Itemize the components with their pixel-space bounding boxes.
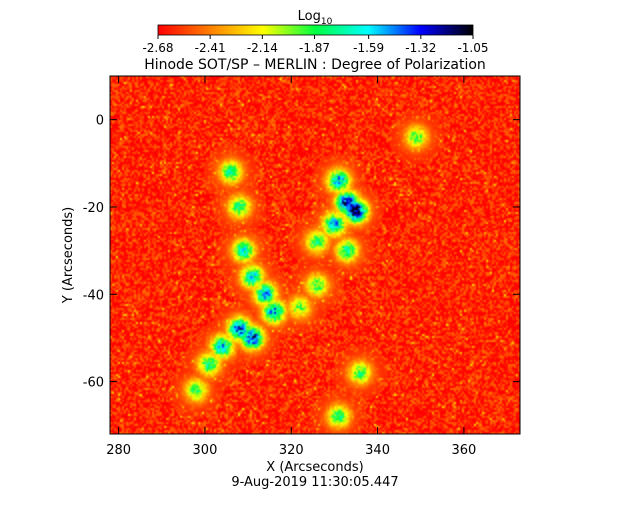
x-axis-label: X (Arcseconds) [266, 460, 363, 475]
x-tick-label: 300 [193, 443, 218, 458]
polarization-map [110, 76, 520, 434]
timestamp: 9-Aug-2019 11:30:05.447 [231, 475, 398, 490]
plot-frame [109, 75, 521, 435]
colorbar-tick-label: -1.87 [299, 41, 330, 55]
colorbar-tick-label: -2.14 [247, 41, 278, 55]
colorbar: Log10 -2.68 -2.41 -2.14 -1.87 -1.59 -1.32 -1.0… [142, 9, 488, 55]
colorbar-label-base: Log [298, 9, 321, 24]
y-axis-label: Y (Arcseconds) [61, 207, 76, 304]
colorbar-tick-label: -1.59 [353, 41, 384, 55]
colorbar-tick-label: -2.41 [195, 41, 226, 55]
colorbar-tick-label: -1.05 [457, 41, 488, 55]
x-tick-label: 280 [106, 443, 131, 458]
colorbar-label: Log10 [298, 9, 333, 27]
x-axis-ticks: 280 300 320 340 360 [106, 76, 476, 458]
colorbar-gradient [157, 24, 474, 36]
colorbar-tick-label: -1.32 [405, 41, 436, 55]
chart-title: Hinode SOT/SP – MERLIN : Degree of Polar… [144, 57, 486, 73]
x-tick-label: 360 [451, 443, 476, 458]
colorbar-ticks: -2.68 -2.41 -2.14 -1.87 -1.59 -1.32 -1.05 [142, 35, 489, 55]
plot-area: 280 300 320 340 360 0 -20 -40 -60 [83, 75, 521, 458]
x-tick-label: 340 [365, 443, 390, 458]
y-axis-ticks: 0 -20 -40 -60 [83, 114, 520, 391]
y-tick-label: -20 [83, 201, 104, 216]
colorbar-tick-label: -2.68 [142, 41, 173, 55]
y-tick-label: 0 [96, 114, 104, 129]
x-tick-label: 320 [279, 443, 304, 458]
y-tick-label: -60 [83, 376, 104, 391]
y-tick-label: -40 [83, 288, 104, 303]
colorbar-label-sub: 10 [321, 17, 333, 27]
